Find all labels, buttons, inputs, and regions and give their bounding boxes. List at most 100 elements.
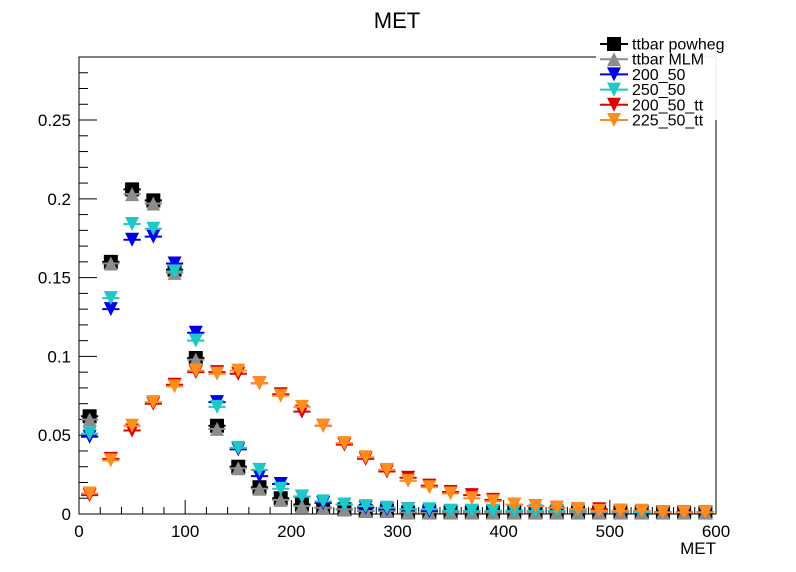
data-point — [210, 421, 225, 436]
chart-title: MET — [374, 8, 420, 33]
data-point — [549, 500, 564, 515]
legend-entry: 200_50_tt — [600, 97, 704, 114]
data-point — [188, 333, 203, 348]
legend-marker — [607, 37, 621, 51]
legend-label: 200_50_tt — [632, 97, 704, 114]
data-point — [146, 196, 161, 211]
data-point — [337, 497, 352, 512]
x-tick-label: 600 — [702, 522, 730, 541]
data-point — [210, 399, 225, 414]
data-point — [379, 462, 394, 477]
data-point — [252, 376, 267, 391]
data-point — [210, 366, 225, 381]
data-point — [82, 412, 97, 427]
data-point — [188, 325, 203, 340]
data-point — [464, 503, 479, 518]
legend-entry: ttbar MLM — [600, 52, 704, 69]
data-point — [146, 221, 161, 236]
x-axis-label: MET — [680, 539, 716, 558]
data-point — [294, 489, 309, 504]
data-point — [188, 363, 203, 378]
data-point — [464, 491, 479, 506]
data-point — [294, 499, 309, 514]
y-tick-label: 0.25 — [38, 111, 71, 130]
data-point — [507, 497, 522, 512]
data-point — [401, 502, 416, 517]
legend-entry: 200_50 — [600, 67, 685, 84]
data-point — [252, 462, 267, 477]
axes: 0 0.05 0.1 0.15 0.2 0.25 0 100 200 300 400 500 600 — [38, 56, 730, 541]
data-point — [379, 500, 394, 515]
x-tick-label: 500 — [596, 522, 624, 541]
legend-label: ttbar MLM — [632, 52, 704, 69]
data-point — [358, 450, 373, 465]
data-point — [422, 502, 437, 517]
data-point — [273, 388, 288, 403]
legend-entry: ttbar powheg — [600, 37, 725, 54]
data-point — [125, 217, 140, 232]
data-point — [103, 256, 118, 271]
legend-label: 225_50_tt — [632, 113, 704, 130]
legend-marker — [607, 113, 621, 127]
x-tick-label: 300 — [383, 522, 411, 541]
data-point — [167, 379, 182, 394]
data-point — [82, 486, 97, 501]
y-tick-label: 0.2 — [47, 190, 71, 209]
data-point — [103, 302, 118, 317]
data-point — [125, 187, 140, 202]
series-ttbar-mlm — [81, 187, 714, 520]
data-point — [167, 264, 182, 279]
x-tick-label: 400 — [489, 522, 517, 541]
data-point — [443, 503, 458, 518]
x-tick-label: 0 — [74, 522, 83, 541]
legend-entry: 225_50_tt — [600, 113, 704, 130]
legend-marker — [607, 67, 621, 82]
data-point — [103, 291, 118, 306]
data-point — [613, 503, 628, 518]
data-point — [528, 499, 543, 514]
data-point — [337, 436, 352, 451]
y-tick-label: 0.05 — [38, 426, 71, 445]
y-tick-label: 0.15 — [38, 269, 71, 288]
data-point — [634, 503, 649, 518]
data-point — [422, 480, 437, 495]
legend-label: ttbar powheg — [632, 37, 725, 54]
data-point — [316, 494, 331, 509]
plot-frame — [78, 56, 717, 515]
data-point — [82, 426, 97, 441]
data-point — [570, 502, 585, 517]
legend-label: 200_50 — [632, 67, 685, 84]
data-point — [231, 440, 246, 455]
legend-marker — [607, 82, 621, 97]
data-point — [401, 473, 416, 488]
data-point — [167, 256, 182, 271]
data-point — [358, 499, 373, 514]
data-point — [146, 395, 161, 410]
y-tick-label: 0 — [62, 505, 71, 524]
legend-label: 250_50 — [632, 82, 685, 99]
series-225_50_tt — [81, 363, 714, 520]
data-point — [698, 505, 713, 520]
data-point — [486, 494, 501, 509]
data-point — [316, 418, 331, 433]
data-point — [592, 503, 607, 518]
data-point — [443, 486, 458, 501]
data-point — [294, 399, 309, 414]
data-point — [146, 229, 161, 244]
data-point — [677, 505, 692, 520]
data-point — [252, 481, 267, 496]
data-point — [231, 461, 246, 476]
legend-marker — [607, 52, 621, 67]
x-tick-label: 200 — [277, 522, 305, 541]
data-point — [103, 453, 118, 468]
data-point — [231, 363, 246, 378]
data-point — [188, 352, 203, 367]
x-tick-label: 100 — [171, 522, 199, 541]
data-point — [486, 503, 501, 518]
data-point — [125, 418, 140, 433]
legend-entry: 250_50 — [600, 82, 685, 99]
legend-marker — [607, 97, 621, 112]
data-point — [273, 492, 288, 507]
